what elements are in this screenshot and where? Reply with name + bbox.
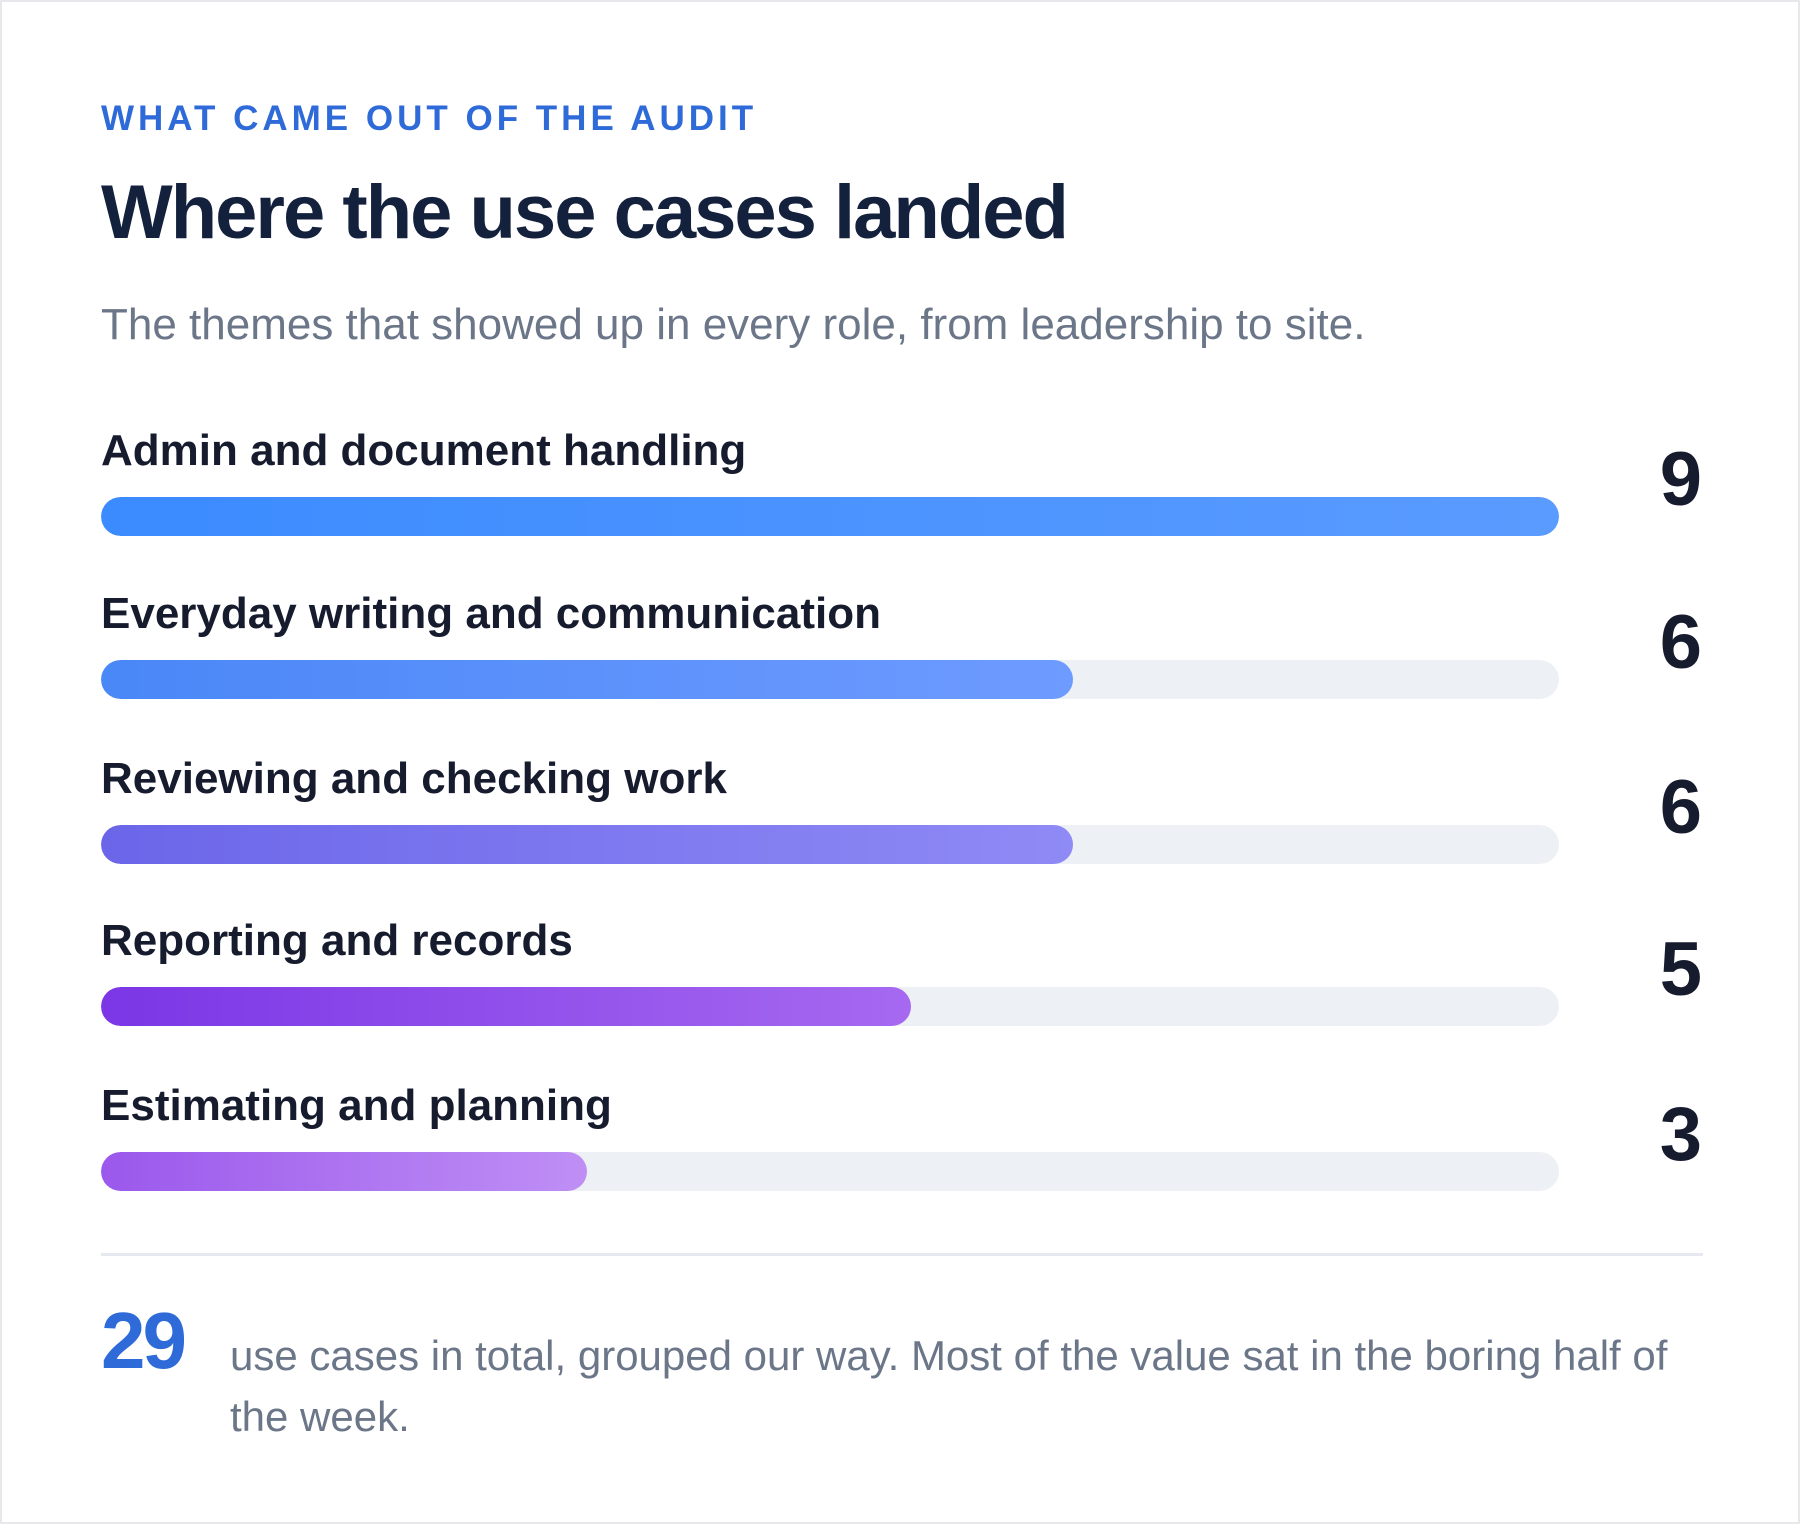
bar-track: [101, 987, 1559, 1026]
eyebrow-label: WHAT CAME OUT OF THE AUDIT: [101, 99, 758, 138]
bar-row: Everyday writing and communication 6: [2, 589, 1800, 759]
bar-fill: [101, 987, 911, 1026]
bar-fill: [101, 825, 1073, 864]
bar-track: [101, 660, 1559, 699]
bar-fill: [101, 497, 1559, 536]
bar-track: [101, 497, 1559, 536]
bar-label: Reviewing and checking work: [101, 754, 727, 803]
bar-value: 3: [1659, 1092, 1702, 1177]
page-title: Where the use cases landed: [101, 170, 1069, 255]
bar-row: Reviewing and checking work 6: [2, 754, 1800, 924]
bar-row: Admin and document handling 9: [2, 426, 1800, 596]
bar-row: Estimating and planning 3: [2, 1081, 1800, 1251]
bar-track: [101, 1152, 1559, 1191]
bar-label: Estimating and planning: [101, 1081, 612, 1130]
bar-label: Reporting and records: [101, 916, 573, 965]
page-subtitle: The themes that showed up in every role,…: [101, 300, 1366, 349]
bar-value: 9: [1659, 437, 1702, 522]
bar-value: 6: [1659, 600, 1702, 685]
bar-fill: [101, 660, 1073, 699]
bar-value: 5: [1659, 927, 1702, 1012]
bar-fill: [101, 1152, 587, 1191]
bar-track: [101, 825, 1559, 864]
bar-label: Everyday writing and communication: [101, 589, 881, 638]
total-note: use cases in total, grouped our way. Mos…: [230, 1332, 1668, 1440]
total-count: 29: [101, 1296, 187, 1385]
bar-row: Reporting and records 5: [2, 916, 1800, 1086]
divider: [101, 1253, 1703, 1256]
bar-value: 6: [1659, 765, 1702, 850]
bar-label: Admin and document handling: [101, 426, 747, 475]
